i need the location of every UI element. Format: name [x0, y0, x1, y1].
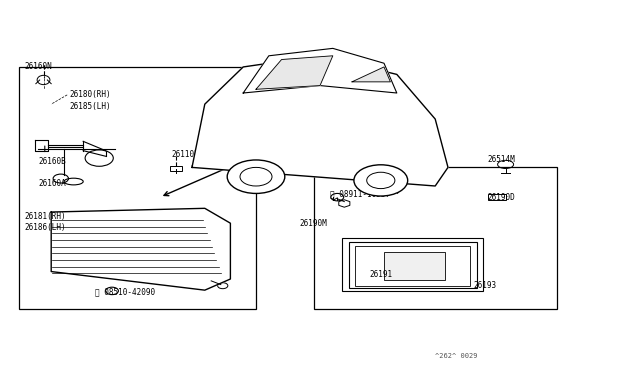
Polygon shape — [51, 208, 230, 290]
Bar — [342, 238, 483, 291]
Text: Ⓢ 08510-42090: Ⓢ 08510-42090 — [95, 288, 155, 296]
Bar — [349, 242, 477, 288]
Text: ^262^ 0029: ^262^ 0029 — [435, 353, 477, 359]
Circle shape — [354, 165, 408, 196]
Text: 26190D: 26190D — [488, 193, 515, 202]
Text: 26180(RH): 26180(RH) — [69, 90, 111, 99]
Text: 26191: 26191 — [370, 270, 393, 279]
Text: 26160A: 26160A — [38, 179, 66, 187]
Bar — [355, 246, 470, 286]
Polygon shape — [256, 56, 333, 89]
Text: 26160B: 26160B — [38, 157, 66, 166]
Circle shape — [227, 160, 285, 193]
Text: 26181(RH): 26181(RH) — [24, 212, 66, 221]
Polygon shape — [192, 56, 448, 186]
Circle shape — [367, 172, 395, 189]
Text: Ⓝ 08911-10537: Ⓝ 08911-10537 — [330, 189, 390, 198]
Bar — [488, 194, 506, 200]
Bar — [19, 67, 256, 309]
Text: 26110B: 26110B — [172, 150, 199, 159]
Polygon shape — [352, 67, 390, 82]
Circle shape — [240, 167, 272, 186]
Bar — [384, 252, 445, 280]
Bar — [314, 167, 557, 309]
Text: 26514M: 26514M — [488, 155, 515, 164]
Polygon shape — [243, 48, 397, 93]
Text: 26190M: 26190M — [300, 219, 327, 228]
Text: 26160N: 26160N — [24, 62, 52, 71]
Bar — [170, 166, 182, 171]
Text: 26185(LH): 26185(LH) — [69, 102, 111, 110]
Text: 26193: 26193 — [474, 281, 497, 290]
Text: 26186(LH): 26186(LH) — [24, 223, 66, 232]
